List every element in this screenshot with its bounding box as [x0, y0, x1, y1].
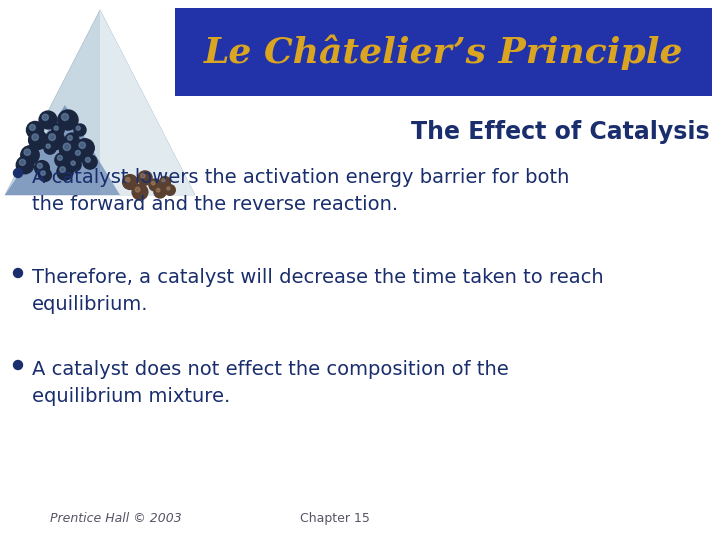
Circle shape: [65, 133, 79, 147]
Circle shape: [74, 124, 86, 136]
Text: The Effect of Catalysis: The Effect of Catalysis: [411, 120, 710, 144]
Circle shape: [14, 268, 22, 278]
Circle shape: [167, 187, 170, 190]
Circle shape: [29, 131, 48, 150]
Circle shape: [122, 174, 138, 190]
Circle shape: [60, 167, 66, 172]
Polygon shape: [5, 10, 195, 195]
Circle shape: [57, 164, 73, 180]
Circle shape: [140, 174, 145, 178]
Circle shape: [83, 155, 97, 169]
Circle shape: [17, 156, 34, 174]
Circle shape: [55, 153, 69, 167]
Circle shape: [151, 181, 155, 185]
Polygon shape: [5, 105, 120, 195]
Circle shape: [71, 161, 76, 165]
Circle shape: [42, 114, 48, 120]
Circle shape: [156, 188, 160, 192]
Circle shape: [58, 156, 63, 160]
Circle shape: [76, 126, 81, 130]
Circle shape: [138, 171, 152, 185]
Circle shape: [14, 361, 22, 369]
Polygon shape: [100, 10, 195, 195]
Circle shape: [19, 159, 25, 165]
Circle shape: [79, 142, 86, 149]
Circle shape: [165, 185, 175, 195]
Circle shape: [154, 186, 166, 198]
Circle shape: [61, 113, 68, 120]
Circle shape: [54, 126, 58, 130]
Circle shape: [86, 157, 90, 163]
Text: Chapter 15: Chapter 15: [300, 512, 370, 525]
Circle shape: [46, 144, 50, 148]
Circle shape: [132, 184, 148, 200]
Circle shape: [60, 139, 81, 160]
Circle shape: [135, 187, 140, 192]
Circle shape: [37, 163, 42, 168]
Circle shape: [76, 139, 94, 157]
Circle shape: [69, 159, 81, 171]
Circle shape: [162, 179, 165, 182]
Circle shape: [160, 177, 171, 187]
Text: Therefore, a catalyst will decrease the time taken to reach
equilibrium.: Therefore, a catalyst will decrease the …: [32, 268, 603, 314]
Circle shape: [49, 134, 55, 140]
Circle shape: [35, 160, 50, 176]
Circle shape: [41, 171, 45, 176]
Text: A catalyst lowers the activation energy barrier for both
the forward and the rev: A catalyst lowers the activation energy …: [32, 168, 570, 213]
Circle shape: [58, 110, 78, 130]
Circle shape: [32, 134, 38, 140]
Circle shape: [125, 178, 130, 182]
Circle shape: [14, 168, 22, 178]
Circle shape: [63, 143, 71, 151]
Text: A catalyst does not effect the composition of the
equilibrium mixture.: A catalyst does not effect the compositi…: [32, 360, 509, 406]
Circle shape: [73, 148, 87, 162]
Circle shape: [52, 124, 64, 136]
Circle shape: [27, 122, 43, 139]
FancyBboxPatch shape: [175, 8, 712, 96]
Text: Prentice Hall © 2003: Prentice Hall © 2003: [50, 512, 181, 525]
Circle shape: [68, 136, 72, 140]
Circle shape: [76, 150, 81, 156]
Circle shape: [21, 146, 39, 164]
Text: Le Châtelier’s Principle: Le Châtelier’s Principle: [204, 34, 683, 70]
Circle shape: [45, 130, 65, 150]
Circle shape: [30, 124, 35, 131]
Circle shape: [149, 179, 161, 191]
Circle shape: [39, 111, 57, 129]
Circle shape: [44, 142, 56, 154]
Circle shape: [39, 168, 51, 181]
Circle shape: [24, 149, 30, 156]
